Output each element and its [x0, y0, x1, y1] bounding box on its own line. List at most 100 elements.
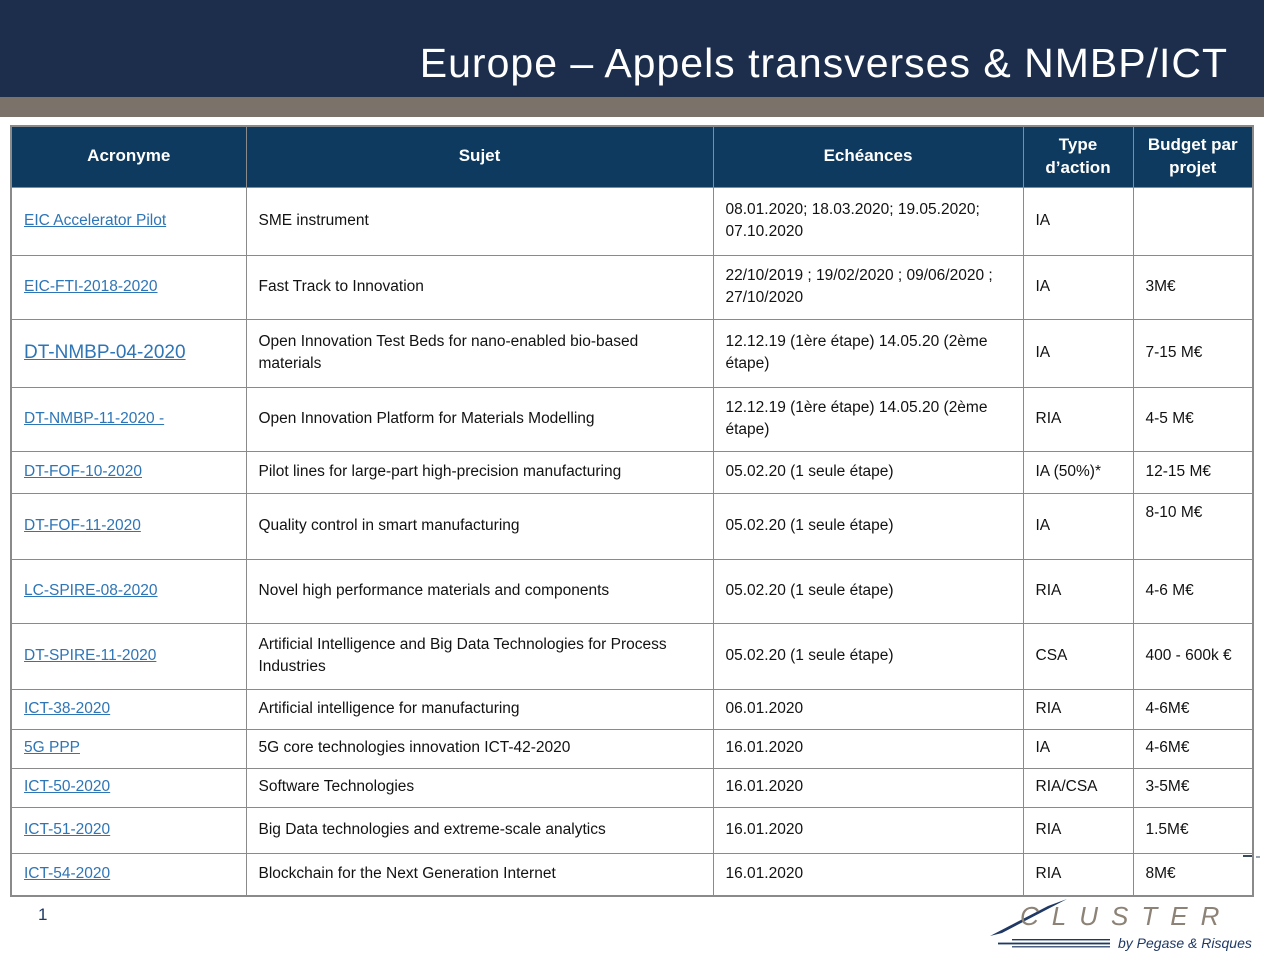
echeances-cell: 16.01.2020 [712, 806, 1024, 854]
budget-cell: 400 - 600k € [1132, 622, 1254, 690]
budget-cell: 4-6M€ [1132, 728, 1254, 769]
col-header-acronyme: Acronyme [10, 125, 247, 188]
acronym-link[interactable]: 5G PPP [24, 739, 80, 757]
sujet-cell: Open Innovation Platform for Materials M… [245, 386, 714, 452]
acronym-link[interactable]: ICT-51-2020 [24, 820, 111, 838]
title-banner: Europe – Appels transverses & NMBP/ICT [0, 0, 1264, 97]
acronym-cell: LC-SPIRE-08-2020 [10, 558, 247, 624]
acronym-link[interactable]: LC-SPIRE-08-2020 [24, 581, 158, 599]
acronym-link[interactable]: DT-FOF-10-2020 [24, 462, 143, 480]
echeances-cell: 22/10/2019 ; 19/02/2020 ; 09/06/2020 ; 2… [712, 254, 1024, 320]
sujet-cell: Pilot lines for large-part high-precisio… [245, 450, 714, 494]
table-row: DT-SPIRE-11-2020 Artificial Intelligence… [10, 622, 1254, 690]
echeances-cell: 05.02.20 (1 seule étape) [712, 450, 1024, 494]
table-row: ICT-54-2020 Blockchain for the Next Gene… [10, 852, 1254, 897]
echeances-cell: 12.12.19 (1ère étape) 14.05.20 (2ème éta… [712, 318, 1024, 388]
table-row: EIC Accelerator Pilot SME instrument 08.… [10, 186, 1254, 256]
budget-cell: 1.5M€ [1132, 806, 1254, 854]
acronym-cell: DT-FOF-11-2020 [10, 492, 247, 560]
col-header-sujet: Sujet [245, 125, 714, 188]
sujet-cell: Fast Track to Innovation [245, 254, 714, 320]
logo-tagline: by Pegase & Risques [1118, 935, 1252, 951]
acronym-link[interactable]: ICT-54-2020 [24, 865, 111, 883]
acronym-link[interactable]: DT-SPIRE-11-2020 [24, 646, 157, 664]
logo-tagline-row: by Pegase & Risques [998, 935, 1254, 951]
acronym-link[interactable]: ICT-38-2020 [24, 699, 111, 717]
acronym-cell: DT-SPIRE-11-2020 [10, 622, 247, 690]
table-row: DT-FOF-11-2020 Quality control in smart … [10, 492, 1254, 560]
acronym-link[interactable]: EIC-FTI-2018-2020 [24, 277, 158, 295]
sujet-cell: Artificial intelligence for manufacturin… [245, 688, 714, 730]
budget-cell: 3M€ [1132, 254, 1254, 320]
echeances-cell: 06.01.2020 [712, 688, 1024, 730]
budget-cell: 4-6M€ [1132, 688, 1254, 730]
type-action-cell: CSA [1022, 622, 1134, 690]
col-header-type-action: Type d’action [1022, 125, 1134, 188]
budget-cell: 4-5 M€ [1132, 386, 1254, 452]
echeances-cell: 16.01.2020 [712, 767, 1024, 808]
table-row: LC-SPIRE-08-2020 Novel high performance … [10, 558, 1254, 624]
calls-table: Acronyme Sujet Echéances Type d’action B… [10, 125, 1254, 897]
acronym-cell: DT-NMBP-11-2020 - [10, 386, 247, 452]
divider-bar [0, 97, 1264, 117]
acronym-cell: DT-NMBP-04-2020 [10, 318, 247, 388]
sujet-cell: SME instrument [245, 186, 714, 256]
budget-cell: 3-5M€ [1132, 767, 1254, 808]
type-action-cell: RIA [1022, 688, 1134, 730]
echeances-cell: 05.02.20 (1 seule étape) [712, 622, 1024, 690]
budget-cell: 8-10 M€ [1132, 492, 1254, 560]
budget-cell [1132, 186, 1254, 256]
sujet-cell: Big Data technologies and extreme-scale … [245, 806, 714, 854]
sujet-cell: Open Innovation Test Beds for nano-enabl… [245, 318, 714, 388]
logo-lines-icon [998, 938, 1110, 947]
sujet-cell: Artificial Intelligence and Big Data Tec… [245, 622, 714, 690]
type-action-cell: IA (50%)* [1022, 450, 1134, 494]
acronym-link[interactable]: EIC Accelerator Pilot [24, 211, 167, 229]
type-action-cell: RIA [1022, 558, 1134, 624]
acronym-cell: EIC Accelerator Pilot [10, 186, 247, 256]
sujet-cell: Quality control in smart manufacturing [245, 492, 714, 560]
col-header-budget: Budget par projet [1132, 125, 1254, 188]
sujet-cell: Blockchain for the Next Generation Inter… [245, 852, 714, 897]
echeances-cell: 16.01.2020 [712, 728, 1024, 769]
acronym-cell: EIC-FTI-2018-2020 [10, 254, 247, 320]
type-action-cell: IA [1022, 728, 1134, 769]
table-row: ICT-51-2020 Big Data technologies and ex… [10, 806, 1254, 854]
page-number: 1 [38, 905, 48, 924]
type-action-cell: IA [1022, 492, 1134, 560]
type-action-cell: RIA [1022, 852, 1134, 897]
table-header-row: Acronyme Sujet Echéances Type d’action B… [10, 125, 1254, 188]
acronym-link[interactable]: ICT-50-2020 [24, 778, 111, 796]
table-row: ICT-38-2020 Artificial intelligence for … [10, 688, 1254, 730]
stray-dash-decoration [1243, 855, 1261, 859]
type-action-cell: IA [1022, 254, 1134, 320]
slide-title: Europe – Appels transverses & NMBP/ICT [419, 40, 1228, 86]
table-row: DT-NMBP-04-2020 Open Innovation Test Bed… [10, 318, 1254, 388]
acronym-link[interactable]: DT-NMBP-04-2020 [24, 342, 186, 364]
acronym-link[interactable]: DT-FOF-11-2020 [24, 516, 141, 534]
cluster-logo: CLUSTER by Pegase & Risques [988, 893, 1264, 955]
logo-wordmark: CLUSTER [1020, 901, 1233, 931]
table-row: ICT-50-2020 Software Technologies 16.01.… [10, 767, 1254, 808]
table-row: DT-NMBP-11-2020 - Open Innovation Platfo… [10, 386, 1254, 452]
acronym-cell: DT-FOF-10-2020 [10, 450, 247, 494]
type-action-cell: IA [1022, 186, 1134, 256]
type-action-cell: RIA [1022, 806, 1134, 854]
echeances-cell: 16.01.2020 [712, 852, 1024, 897]
type-action-cell: RIA [1022, 386, 1134, 452]
type-action-cell: RIA/CSA [1022, 767, 1134, 808]
logo-swoosh-icon [990, 899, 1067, 936]
acronym-link[interactable]: DT-NMBP-11-2020 - [24, 409, 165, 427]
acronym-cell: ICT-50-2020 [10, 767, 247, 808]
echeances-cell: 08.01.2020; 18.03.2020; 19.05.2020; 07.1… [712, 186, 1024, 256]
table-row: EIC-FTI-2018-2020 Fast Track to Innovati… [10, 254, 1254, 320]
sujet-cell: 5G core technologies innovation ICT-42-2… [245, 728, 714, 769]
budget-cell: 7-15 M€ [1132, 318, 1254, 388]
budget-cell: 4-6 M€ [1132, 558, 1254, 624]
sujet-cell: Novel high performance materials and com… [245, 558, 714, 624]
acronym-cell: ICT-51-2020 [10, 806, 247, 854]
echeances-cell: 05.02.20 (1 seule étape) [712, 558, 1024, 624]
echeances-cell: 12.12.19 (1ère étape) 14.05.20 (2ème éta… [712, 386, 1024, 452]
acronym-cell: 5G PPP [10, 728, 247, 769]
table-row: 5G PPP 5G core technologies innovation I… [10, 728, 1254, 769]
